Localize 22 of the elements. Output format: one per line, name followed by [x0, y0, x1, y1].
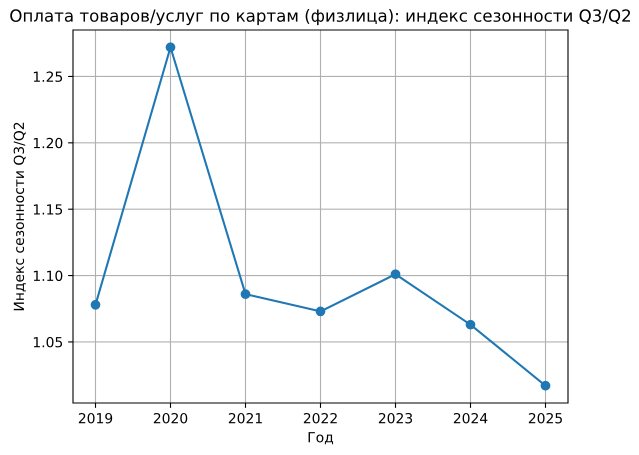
- x-tick-label: 2025: [528, 412, 562, 424]
- point: [466, 320, 476, 330]
- x-tick-label: 2020: [154, 412, 188, 424]
- y-tick-label: 1.05: [34, 336, 62, 348]
- y-tick-label: 1.10: [34, 270, 62, 282]
- x-tick-label: 2021: [228, 412, 262, 424]
- y-axis-title: Индекс сезонности Q3/Q2: [14, 122, 26, 310]
- x-tick-label: 2019: [78, 412, 112, 424]
- x-tick-label: 2023: [378, 412, 412, 424]
- point: [316, 306, 326, 316]
- point: [90, 300, 100, 310]
- point: [240, 289, 250, 300]
- y-tick-label: 1.15: [34, 204, 62, 215]
- x-tick-label: 2022: [304, 412, 337, 424]
- point: [166, 42, 176, 52]
- y-tick-label: 1.25: [34, 71, 62, 82]
- x-axis-title: Год: [308, 432, 334, 444]
- y-tick-label: 1.20: [34, 138, 62, 148]
- x-tick-label: 2024: [454, 412, 488, 424]
- chart-title: Оплата товаров/услуг по картам (физлица): индекс сезонности Q3/Q2: [10, 9, 630, 26]
- point: [390, 269, 400, 280]
- point: [540, 380, 550, 391]
